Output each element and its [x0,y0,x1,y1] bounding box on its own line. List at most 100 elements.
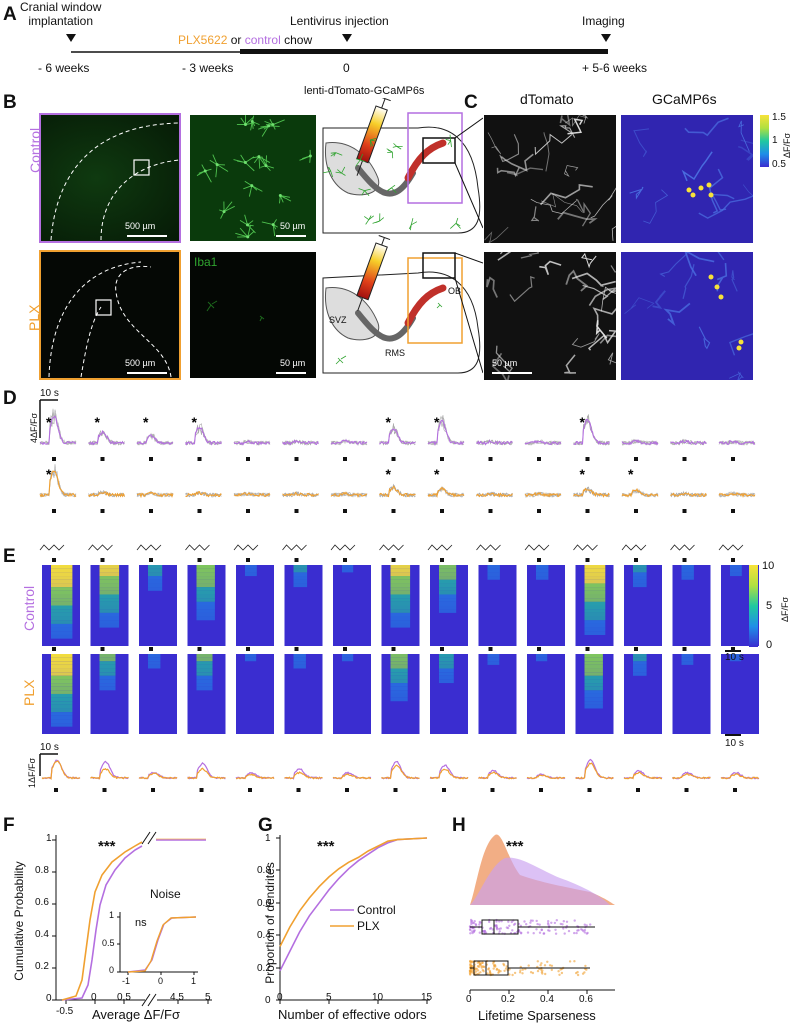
cbar-c-tick-low: 0.5 [772,159,786,170]
heatmap-cell [390,601,411,606]
heatmap-cell [51,601,73,606]
heatmap-cell [633,565,647,569]
plx-point [560,971,564,975]
microglia-cell [250,115,260,131]
control-point [505,926,509,929]
schematic-microglia [392,143,403,150]
plx-point [502,964,506,967]
tick-minus6: - 6 weeks [38,61,90,75]
hotspot [708,192,714,198]
heatmap-bg [333,654,371,734]
dendrite-fiber [559,125,576,138]
plx-point [475,967,479,970]
dendrite-fiber [496,167,520,178]
f-ylabel: Cumulative Probability [12,861,26,981]
odor-marker [587,788,592,792]
odor-structure [282,544,307,551]
trial-trace [330,491,368,498]
control-point [580,928,583,931]
plx-point [497,971,500,974]
microglia-cell [196,164,212,183]
heatmap-cell [584,583,606,588]
heatmap-cell [584,627,606,632]
control-point [554,928,557,931]
heatmap-cell [148,572,163,577]
heatmap-cell [245,654,257,658]
odor-marker [488,558,493,562]
panel-letter-c: C [464,92,478,113]
heatmap-cell [148,568,163,573]
odor-structure [524,544,550,551]
dendrite-fiber [681,151,713,182]
colorbar-e [749,565,758,647]
odor-marker [52,647,56,651]
dendrite-fiber [663,302,691,327]
dendrite-fiber [624,297,655,315]
schematic-microglia [386,148,394,159]
control-point [554,932,558,935]
panel-e-heatmaps [42,558,759,734]
dendrite-fiber [729,371,744,380]
heatmap-cell [633,657,647,662]
heatmap-cell [390,657,408,662]
plx-point [505,965,508,968]
cbar-e-tick-mid: 5 [766,600,773,612]
scale-c: 50 µm [492,358,518,368]
panel-f-chart [52,831,212,1007]
dendrite-fiber [571,333,600,348]
dendrite-fiber [599,334,616,344]
panel-letter-a: A [3,4,17,25]
mean-trace [524,439,562,445]
dendrite-fiber [643,189,669,224]
heatmap-cell [51,616,73,621]
heatmap-cell [487,568,500,573]
heatmap-cell [390,598,411,602]
panel-g-chart [276,835,430,1004]
dendrite-fiber [587,329,616,351]
heatmap-cell [342,657,354,662]
odor-marker [149,558,153,562]
heatmap-cell [148,654,161,658]
heatmap-cell [293,657,306,662]
heatmap-cell [51,583,73,588]
heatmap-cell [293,579,308,584]
control-point [500,920,503,923]
heatmap-cell [196,609,215,613]
heatmap-cell [51,683,73,687]
control-point [498,930,501,933]
heatmap-cell [730,654,742,658]
dendrite-fiber [520,252,539,259]
g-xtick-5: 5 [326,992,332,1003]
average-trace [381,764,420,780]
heatmap-cell [487,576,500,580]
heatmap-cell [730,565,742,569]
f-inset-sig: ns [135,917,147,929]
heatmap-cell [51,590,73,595]
heatmap-cell [390,672,408,676]
heatmap-cell [536,576,549,580]
heatmap-cell [148,587,163,591]
heatmap-cell [51,712,73,716]
ob-label: OB [448,286,462,296]
row-label-plx-b: PLX [26,304,42,331]
dendrite-fiber [495,345,513,373]
mean-trace [233,439,271,446]
heatmap-cell [342,654,354,658]
dendrite-fiber [710,193,735,211]
heatmap-cell [99,672,116,676]
odor-marker [296,788,301,792]
heatmap-cell [99,664,116,669]
heatmap-cell [633,572,647,577]
heatmap-cell [584,601,606,606]
heatmap-cell [51,686,73,691]
control-point [535,919,538,923]
control-point [508,924,511,927]
plx-point [474,970,478,973]
heatmap-cell [390,587,411,591]
hotspot [690,192,696,198]
f-ytick-04: 0.4 [35,929,49,940]
heatmap-cell [633,672,647,676]
dendrite-fiber [534,133,573,156]
odor-marker [246,558,250,562]
control-point [567,929,571,933]
